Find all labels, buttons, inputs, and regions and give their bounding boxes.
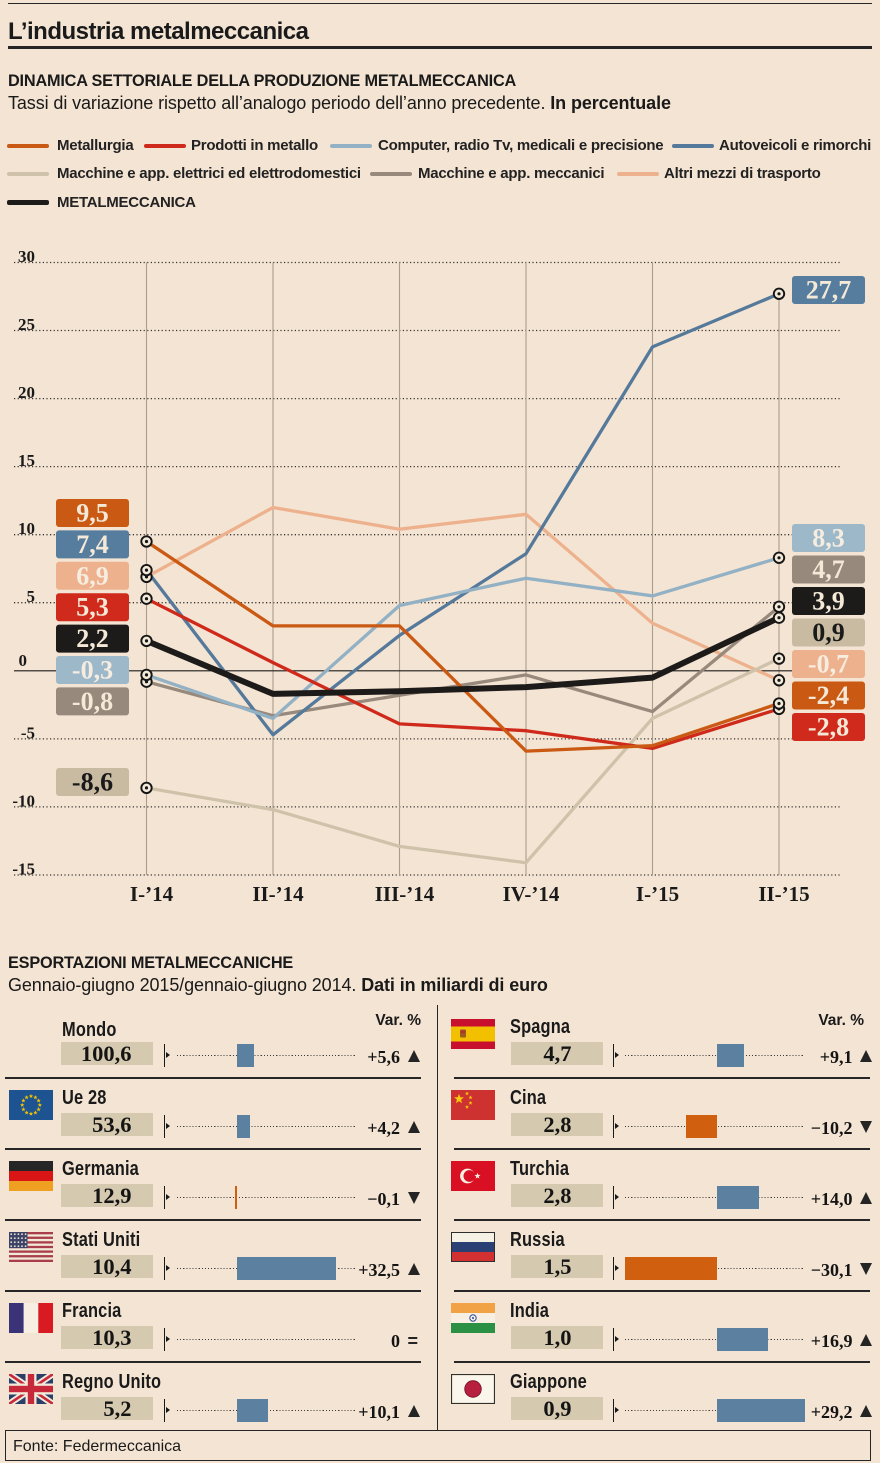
svg-text:-15: -15 xyxy=(12,860,35,879)
svg-text:10: 10 xyxy=(18,519,35,538)
svg-text:25: 25 xyxy=(18,315,35,334)
svg-text:-2,4: -2,4 xyxy=(808,681,849,710)
svg-text:-5: -5 xyxy=(21,723,35,742)
svg-text:-2,8: -2,8 xyxy=(808,713,849,742)
svg-text:4,7: 4,7 xyxy=(812,555,845,584)
svg-text:8,3: 8,3 xyxy=(812,524,845,553)
svg-text:II-’14: II-’14 xyxy=(252,882,304,906)
svg-text:I-’14: I-’14 xyxy=(130,882,174,906)
svg-text:9,5: 9,5 xyxy=(76,499,109,528)
svg-text:III-’14: III-’14 xyxy=(375,882,435,906)
svg-text:15: 15 xyxy=(18,451,35,470)
svg-text:-0,7: -0,7 xyxy=(808,650,849,679)
svg-text:5,3: 5,3 xyxy=(76,593,109,622)
svg-text:-8,6: -8,6 xyxy=(72,768,113,797)
svg-text:-0,3: -0,3 xyxy=(72,656,113,685)
svg-text:IV-’14: IV-’14 xyxy=(503,882,560,906)
svg-text:II-’15: II-’15 xyxy=(758,882,809,906)
svg-text:2,2: 2,2 xyxy=(76,624,109,653)
svg-text:5: 5 xyxy=(27,587,36,606)
svg-text:3,9: 3,9 xyxy=(812,587,845,616)
svg-text:0: 0 xyxy=(19,651,28,670)
svg-text:I-’15: I-’15 xyxy=(636,882,679,906)
svg-text:6,9: 6,9 xyxy=(76,561,109,590)
svg-text:-10: -10 xyxy=(12,791,35,810)
svg-text:-0,8: -0,8 xyxy=(72,687,113,716)
svg-text:27,7: 27,7 xyxy=(806,276,852,305)
svg-text:20: 20 xyxy=(18,383,35,402)
svg-text:0,9: 0,9 xyxy=(812,618,845,647)
svg-text:7,4: 7,4 xyxy=(76,530,109,559)
svg-text:30: 30 xyxy=(18,247,35,266)
